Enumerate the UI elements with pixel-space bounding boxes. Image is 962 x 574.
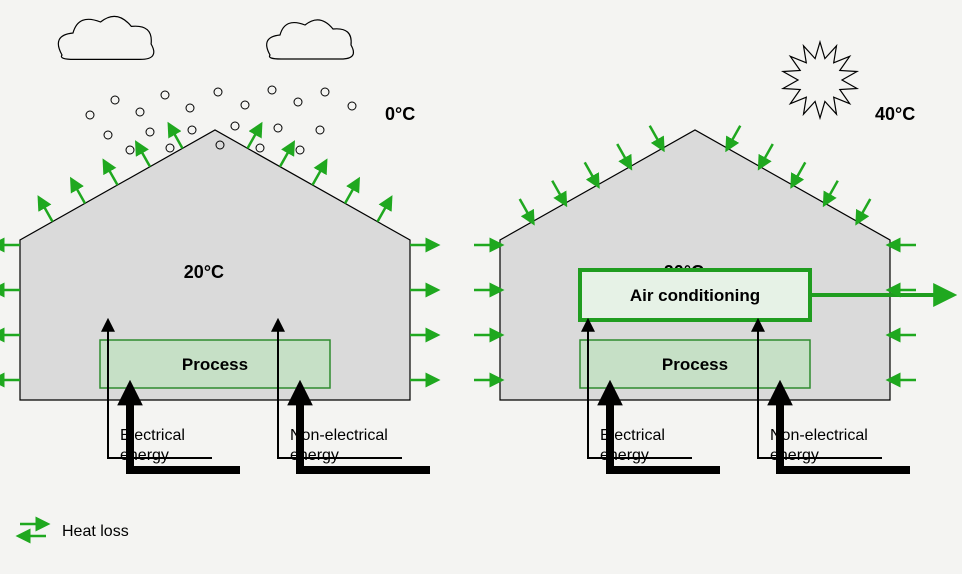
heat-arrow bbox=[585, 162, 598, 185]
heat-arrow bbox=[280, 144, 293, 167]
non-electrical-label-l1: Non-electrical bbox=[290, 427, 388, 444]
snow-dot bbox=[188, 126, 196, 134]
non-electrical-label-l1: Non-electrical bbox=[770, 427, 868, 444]
outdoor-temp-left: 0°C bbox=[385, 104, 415, 124]
ac-label: Air conditioning bbox=[630, 286, 760, 305]
snow-dot bbox=[241, 101, 249, 109]
heat-arrow bbox=[650, 126, 663, 149]
non-electrical-label-l2: energy bbox=[770, 447, 819, 464]
heat-arrow bbox=[378, 199, 391, 222]
heat-arrow bbox=[728, 126, 741, 149]
process-label: Process bbox=[182, 355, 248, 374]
heat-arrow bbox=[617, 144, 630, 167]
snow-dot bbox=[268, 86, 276, 94]
snow-dot bbox=[161, 91, 169, 99]
heat-arrow bbox=[760, 144, 773, 167]
snow-dot bbox=[136, 108, 144, 116]
heat-arrow bbox=[248, 126, 261, 149]
heat-arrow bbox=[345, 181, 358, 204]
snow-dot bbox=[294, 98, 302, 106]
snow-dot bbox=[214, 88, 222, 96]
snow-dot bbox=[348, 102, 356, 110]
electrical-label-l1: Electrical bbox=[600, 427, 665, 444]
non-electrical-label-l2: energy bbox=[290, 447, 339, 464]
snow-dot bbox=[256, 144, 264, 152]
heat-arrow bbox=[313, 162, 326, 185]
snow-dot bbox=[274, 124, 282, 132]
heat-arrow bbox=[552, 181, 565, 204]
snow-dot bbox=[146, 128, 154, 136]
heat-arrow bbox=[40, 199, 53, 222]
snow-dot bbox=[186, 104, 194, 112]
sun-icon bbox=[783, 42, 857, 118]
electrical-label-l2: energy bbox=[600, 447, 649, 464]
legend-label: Heat loss bbox=[62, 523, 129, 540]
heat-arrow bbox=[105, 162, 118, 185]
heat-arrow bbox=[72, 181, 85, 204]
snow-dot bbox=[166, 144, 174, 152]
snow-dot bbox=[126, 146, 134, 154]
snow-dot bbox=[104, 131, 112, 139]
snow-dot bbox=[231, 122, 239, 130]
cloud-icon bbox=[58, 16, 153, 59]
heat-arrow bbox=[170, 126, 183, 149]
snow-dot bbox=[296, 146, 304, 154]
cloud-icon bbox=[267, 20, 354, 59]
legend: Heat loss bbox=[20, 523, 129, 540]
snow-dot bbox=[321, 88, 329, 96]
outdoor-temp-right: 40°C bbox=[875, 104, 915, 124]
electrical-label-l1: Electrical bbox=[120, 427, 185, 444]
snow-dot bbox=[111, 96, 119, 104]
snow-dot bbox=[316, 126, 324, 134]
process-label: Process bbox=[662, 355, 728, 374]
heat-arrow bbox=[858, 199, 871, 222]
heat-arrow bbox=[825, 181, 838, 204]
heat-arrow bbox=[520, 199, 533, 222]
indoor-temp: 20°C bbox=[184, 262, 224, 282]
heat-arrow bbox=[137, 144, 150, 167]
snow-dot bbox=[86, 111, 94, 119]
electrical-label-l2: energy bbox=[120, 447, 169, 464]
heat-arrow bbox=[793, 162, 806, 185]
